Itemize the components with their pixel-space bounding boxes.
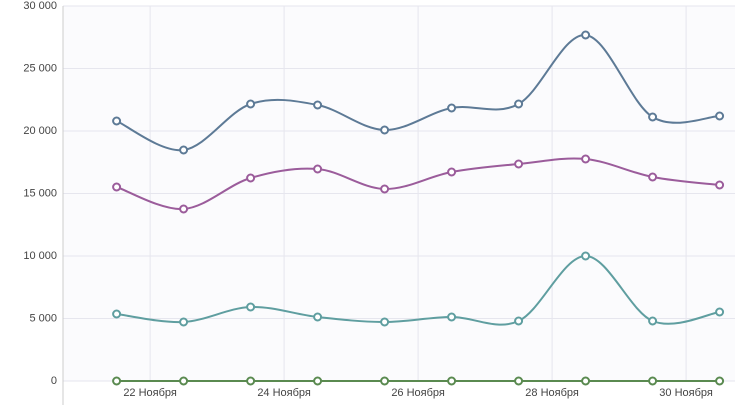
y-tick-label: 20 000	[23, 125, 57, 137]
point-marker	[648, 172, 658, 182]
point-marker	[648, 316, 658, 326]
y-tick-label: 30 000	[23, 0, 57, 12]
y-tick-label: 25 000	[23, 62, 57, 74]
x-tick-label: 26 Ноября	[391, 387, 445, 399]
point-marker	[648, 376, 658, 386]
point-marker	[313, 164, 323, 174]
y-tick-label: 15 000	[23, 187, 57, 199]
point-marker	[246, 173, 256, 183]
point-marker	[514, 159, 524, 169]
point-marker	[112, 116, 122, 126]
point-marker	[380, 317, 390, 327]
point-marker	[380, 125, 390, 135]
point-marker	[112, 182, 122, 192]
point-marker	[581, 251, 591, 261]
series-line	[116, 33, 720, 152]
x-tick-label: 22 Ноября	[123, 387, 177, 399]
x-tick-label: 30 Ноября	[659, 387, 713, 399]
point-marker	[179, 376, 189, 386]
point-marker	[648, 112, 658, 122]
point-marker	[112, 309, 122, 319]
y-tick-label: 10 000	[23, 250, 57, 262]
point-marker	[179, 145, 189, 155]
point-marker	[447, 103, 457, 113]
series-line	[116, 157, 720, 211]
point-marker	[581, 30, 591, 40]
point-marker	[514, 316, 524, 326]
point-marker	[715, 307, 725, 317]
point-marker	[179, 204, 189, 214]
y-tick-label: 0	[51, 375, 57, 387]
point-marker	[514, 376, 524, 386]
x-tick-label: 28 Ноября	[525, 387, 579, 399]
point-marker	[112, 376, 122, 386]
point-marker	[313, 376, 323, 386]
point-marker	[581, 376, 591, 386]
point-marker	[246, 99, 256, 109]
point-marker	[447, 376, 457, 386]
series-line	[116, 254, 720, 326]
point-marker	[514, 99, 524, 109]
point-marker	[246, 302, 256, 312]
point-marker	[581, 154, 591, 164]
point-marker	[715, 376, 725, 386]
point-marker	[447, 167, 457, 177]
y-tick-label: 5 000	[29, 312, 57, 324]
point-marker	[313, 100, 323, 110]
point-marker	[447, 312, 457, 322]
point-marker	[380, 184, 390, 194]
point-marker	[246, 376, 256, 386]
point-marker	[179, 317, 189, 327]
x-tick-label: 24 Ноября	[257, 387, 311, 399]
point-marker	[380, 376, 390, 386]
point-marker	[715, 180, 725, 190]
point-marker	[313, 312, 323, 322]
point-marker	[715, 111, 725, 121]
